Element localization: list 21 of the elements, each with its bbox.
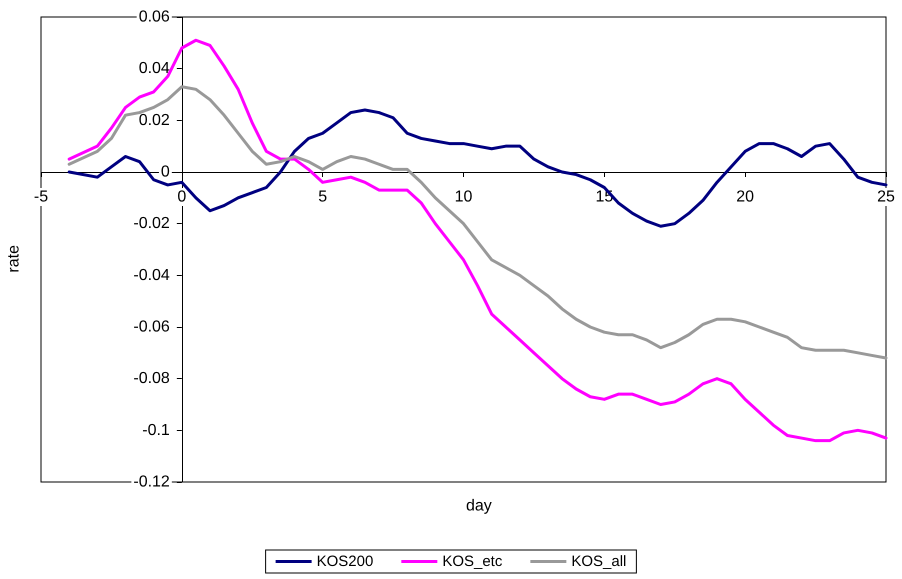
y-axis-title: rate bbox=[6, 244, 22, 273]
x-tick-label: 0 bbox=[177, 188, 186, 206]
legend-label: KOS_etc bbox=[442, 553, 503, 570]
y-tick-label: 0.02 bbox=[138, 112, 170, 129]
y-tick-label: 0 bbox=[160, 164, 170, 180]
y-tick-label: -0.08 bbox=[133, 370, 170, 388]
legend-label: KOS200 bbox=[316, 553, 374, 570]
y-tick-label: -0.02 bbox=[133, 215, 170, 232]
y-tick-label: 0.06 bbox=[138, 8, 170, 26]
x-tick-label: 20 bbox=[736, 188, 754, 206]
y-tick-label: -0.1 bbox=[142, 422, 170, 439]
x-tick-label: -5 bbox=[34, 188, 48, 206]
y-tick-label: -0.12 bbox=[133, 474, 170, 490]
legend-label: KOS_all bbox=[571, 553, 626, 570]
x-tick-label: 5 bbox=[318, 188, 328, 206]
x-tick-label: 10 bbox=[454, 188, 472, 206]
x-tick-label: 25 bbox=[877, 188, 895, 206]
y-tick-label: -0.04 bbox=[133, 266, 170, 284]
y-tick-label: -0.06 bbox=[133, 318, 170, 336]
y-tick-label: 0.04 bbox=[138, 60, 170, 78]
x-axis-title: day bbox=[466, 498, 492, 514]
